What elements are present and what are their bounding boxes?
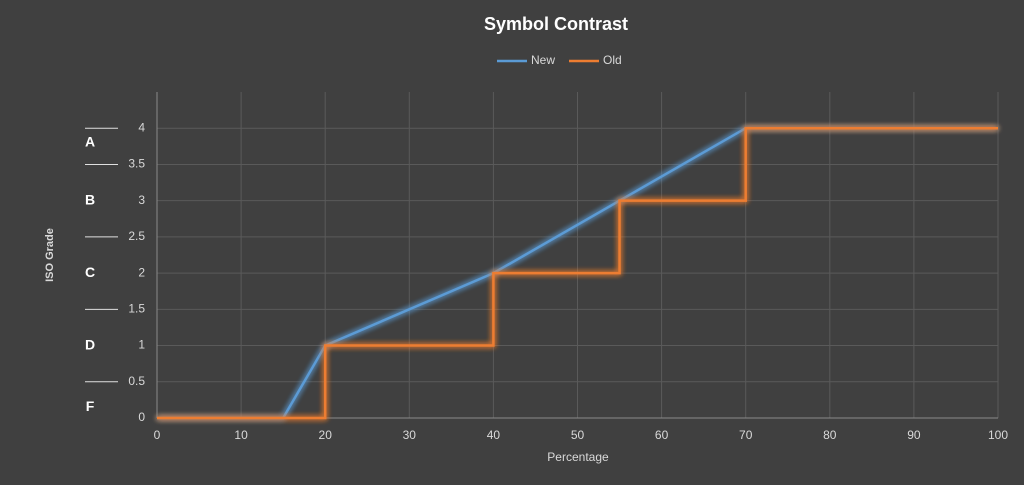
x-tick-label: 20 [319,428,333,442]
y-tick-label: 1.5 [128,302,145,316]
y-axis-title: ISO Grade [44,228,56,282]
y-tick-label: 0 [138,410,145,424]
grade-label: B [85,191,95,207]
y-tick-label: 3.5 [128,157,145,171]
x-tick-label: 100 [988,428,1008,442]
x-axis-title: Percentage [547,450,609,464]
grade-label: D [85,336,95,352]
grade-label: C [85,264,95,280]
legend-label: Old [603,53,622,67]
y-tick-label: 1 [138,338,145,352]
x-tick-label: 10 [234,428,248,442]
chart-title: Symbol Contrast [484,14,628,34]
y-tick-label: 2.5 [128,229,145,243]
x-tick-label: 80 [823,428,837,442]
x-tick-label: 90 [907,428,921,442]
y-tick-label: 3 [138,193,145,207]
x-tick-label: 0 [154,428,161,442]
y-tick-label: 0.5 [128,374,145,388]
y-tick-label: 4 [138,120,145,134]
x-tick-label: 60 [655,428,669,442]
legend-label: New [531,53,555,67]
x-tick-label: 30 [403,428,417,442]
x-tick-label: 50 [571,428,585,442]
grade-label: A [85,133,95,149]
grade-label: F [86,398,95,414]
series-line [157,126,998,420]
x-tick-label: 70 [739,428,753,442]
y-tick-label: 2 [138,265,145,279]
x-tick-label: 40 [487,428,501,442]
